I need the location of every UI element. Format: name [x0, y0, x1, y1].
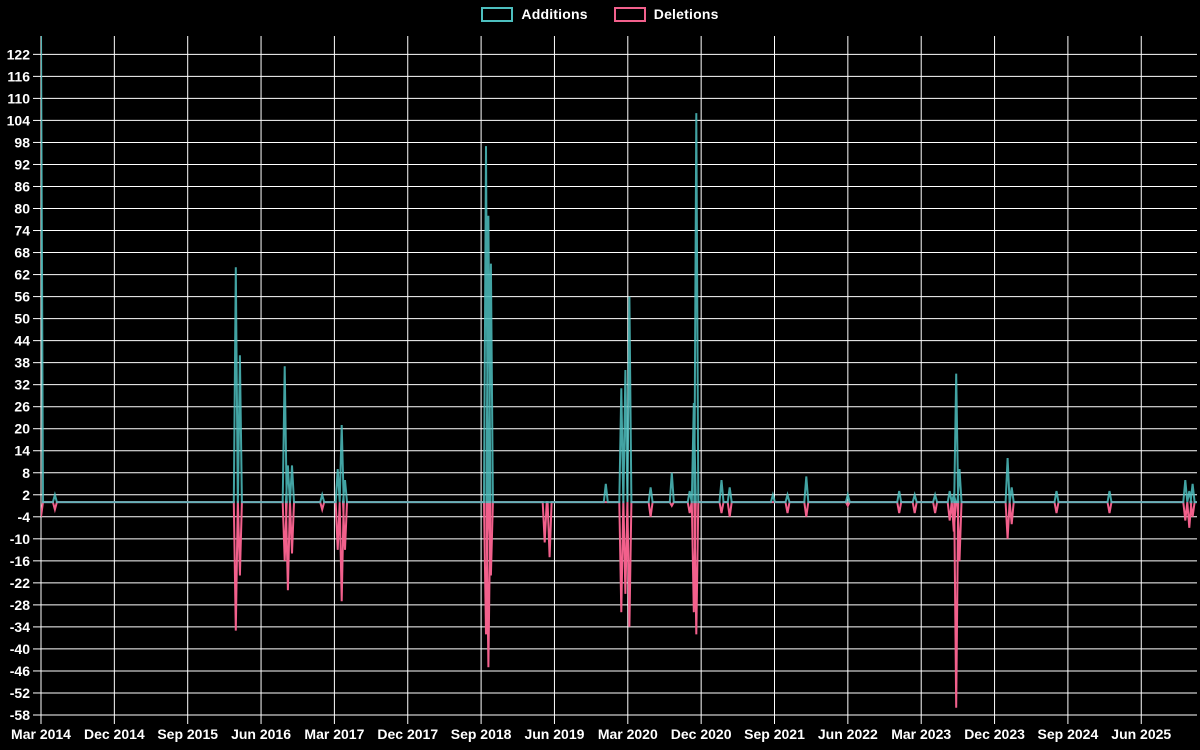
y-tick-label: 20 [14, 421, 30, 437]
y-tick-label: 116 [7, 68, 30, 84]
x-tick-label: Sep 2024 [1038, 726, 1099, 742]
y-tick-label: -58 [10, 707, 30, 723]
x-tick-label: Jun 2025 [1111, 726, 1171, 742]
x-tick-label: Mar 2023 [891, 726, 951, 742]
legend-label-additions: Additions [521, 6, 588, 22]
additions-line [41, 36, 1197, 504]
y-tick-label: -4 [18, 509, 31, 525]
additions-swatch-icon [481, 6, 514, 22]
y-tick-label: 14 [14, 443, 30, 459]
x-tick-label: Dec 2014 [84, 726, 145, 742]
y-tick-label: 110 [7, 90, 30, 106]
y-tick-label: 92 [14, 156, 30, 172]
y-tick-label: 26 [14, 399, 30, 415]
x-tick-label: Mar 2020 [598, 726, 658, 742]
y-tick-label: 32 [14, 377, 30, 393]
x-tick-label: Dec 2023 [964, 726, 1025, 742]
x-tick-label: Sep 2015 [157, 726, 218, 742]
y-tick-label: 86 [14, 178, 30, 194]
x-tick-label: Jun 2019 [524, 726, 584, 742]
x-tick-label: Jun 2022 [818, 726, 878, 742]
y-tick-label: 38 [14, 355, 30, 371]
y-tick-label: 68 [14, 245, 30, 261]
x-tick-label: Mar 2017 [304, 726, 364, 742]
y-tick-label: 56 [14, 289, 30, 305]
chart-legend: Additions Deletions [0, 6, 1200, 22]
y-tick-label: -52 [10, 685, 30, 701]
y-tick-label: 98 [14, 134, 30, 150]
legend-item-additions[interactable]: Additions [481, 6, 588, 22]
y-tick-label: 122 [7, 46, 31, 62]
y-tick-label: 74 [14, 223, 30, 239]
deletions-swatch-icon [613, 6, 646, 22]
y-tick-label: -34 [10, 619, 30, 635]
y-tick-label: 104 [7, 112, 31, 128]
x-tick-label: Dec 2017 [377, 726, 438, 742]
x-tick-label: Mar 2014 [11, 726, 71, 742]
y-tick-label: -10 [10, 531, 30, 547]
x-tick-label: Dec 2020 [671, 726, 732, 742]
y-tick-label: -28 [10, 597, 30, 613]
y-tick-label: 50 [14, 311, 30, 327]
y-tick-label: 62 [14, 267, 30, 283]
y-tick-label: 44 [14, 333, 30, 349]
y-tick-label: 2 [22, 487, 30, 503]
x-tick-label: Jun 2016 [231, 726, 291, 742]
x-tick-label: Sep 2021 [744, 726, 805, 742]
y-tick-label: 80 [14, 201, 30, 217]
y-tick-label: -46 [10, 663, 30, 679]
legend-label-deletions: Deletions [653, 6, 719, 22]
y-tick-label: 8 [22, 465, 30, 481]
legend-item-deletions[interactable]: Deletions [613, 6, 719, 22]
y-tick-label: -22 [10, 575, 30, 591]
y-tick-label: -40 [10, 641, 30, 657]
x-tick-label: Sep 2018 [451, 726, 512, 742]
y-tick-label: -16 [10, 553, 30, 569]
